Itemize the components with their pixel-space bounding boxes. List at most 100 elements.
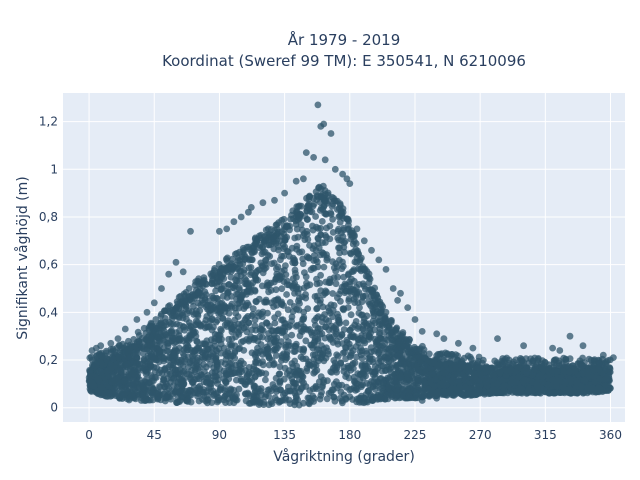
data-point [261, 298, 268, 306]
data-point [382, 315, 390, 323]
data-point [256, 266, 263, 273]
y-tick-label: 1 [50, 162, 58, 176]
data-point [300, 346, 308, 354]
data-point [595, 366, 603, 373]
data-point [272, 286, 280, 294]
data-point [300, 175, 307, 183]
data-point [377, 308, 385, 316]
data-point [533, 380, 540, 388]
data-point [165, 270, 173, 278]
data-point [86, 368, 94, 375]
data-point [192, 286, 200, 294]
data-point [209, 350, 217, 358]
data-point [316, 331, 324, 338]
data-point [331, 165, 339, 173]
data-point [348, 227, 356, 235]
chart-title-line1: År 1979 - 2019 [288, 30, 401, 49]
data-point [206, 317, 214, 325]
data-point [158, 353, 166, 361]
data-point [133, 316, 141, 323]
data-point [433, 394, 441, 402]
data-point [223, 225, 231, 233]
data-point [560, 384, 567, 392]
data-point [321, 334, 329, 342]
data-point [317, 231, 325, 239]
data-point [225, 335, 233, 343]
data-point [133, 354, 140, 362]
data-point [342, 282, 350, 289]
data-point [409, 382, 416, 390]
data-point [278, 316, 285, 324]
data-point [425, 350, 433, 358]
data-point [239, 337, 247, 345]
data-point [274, 263, 282, 271]
data-point [147, 361, 154, 368]
data-point [194, 390, 202, 397]
y-tick-label: 0,2 [39, 353, 58, 367]
data-point [228, 328, 236, 336]
data-point [130, 379, 138, 387]
data-point [387, 318, 395, 326]
data-point [224, 288, 232, 296]
data-point [292, 177, 300, 185]
data-point [394, 383, 402, 390]
data-point [225, 390, 233, 397]
data-point [293, 321, 301, 329]
data-point [271, 314, 278, 321]
data-point [376, 347, 383, 354]
data-point [463, 391, 471, 398]
data-point [332, 325, 340, 333]
data-point [475, 386, 483, 393]
data-point [291, 234, 299, 242]
data-point [539, 379, 547, 386]
data-point [456, 384, 464, 391]
data-point [247, 282, 255, 290]
data-point [317, 123, 325, 130]
data-point [481, 390, 488, 398]
x-tick-label: 225 [404, 428, 427, 442]
data-point [244, 389, 252, 397]
data-point [579, 362, 587, 370]
data-point [241, 256, 249, 263]
data-point [371, 385, 379, 393]
data-point [312, 213, 319, 220]
data-point [321, 197, 329, 205]
data-point [160, 390, 168, 398]
data-point [362, 272, 370, 280]
data-point [234, 313, 242, 320]
data-point [179, 268, 187, 276]
data-point [361, 362, 369, 370]
data-point [381, 395, 389, 403]
data-point [335, 318, 343, 326]
data-point [433, 352, 441, 360]
data-point [174, 399, 181, 406]
data-point [145, 396, 153, 404]
data-point [362, 347, 370, 355]
data-point [399, 360, 407, 368]
data-point [351, 359, 359, 367]
data-point [271, 196, 278, 204]
data-point [230, 218, 238, 226]
data-point [379, 379, 387, 386]
data-point [333, 337, 341, 345]
y-axis-title: Signifikant våghöjd (m) [14, 176, 31, 339]
data-point [201, 296, 209, 304]
data-point [299, 355, 307, 363]
data-point [320, 263, 328, 271]
data-point [221, 393, 228, 401]
data-point [311, 368, 319, 376]
data-point [283, 291, 290, 298]
data-point [245, 369, 253, 376]
data-point [376, 355, 383, 363]
data-point [360, 237, 368, 245]
data-point [177, 370, 184, 378]
data-point [580, 376, 588, 384]
data-point [321, 156, 329, 164]
data-point [449, 391, 457, 399]
data-point [185, 370, 193, 378]
data-point [303, 253, 311, 261]
data-point [207, 305, 215, 313]
data-point [340, 243, 348, 251]
data-point [336, 256, 343, 264]
data-point [309, 226, 317, 234]
